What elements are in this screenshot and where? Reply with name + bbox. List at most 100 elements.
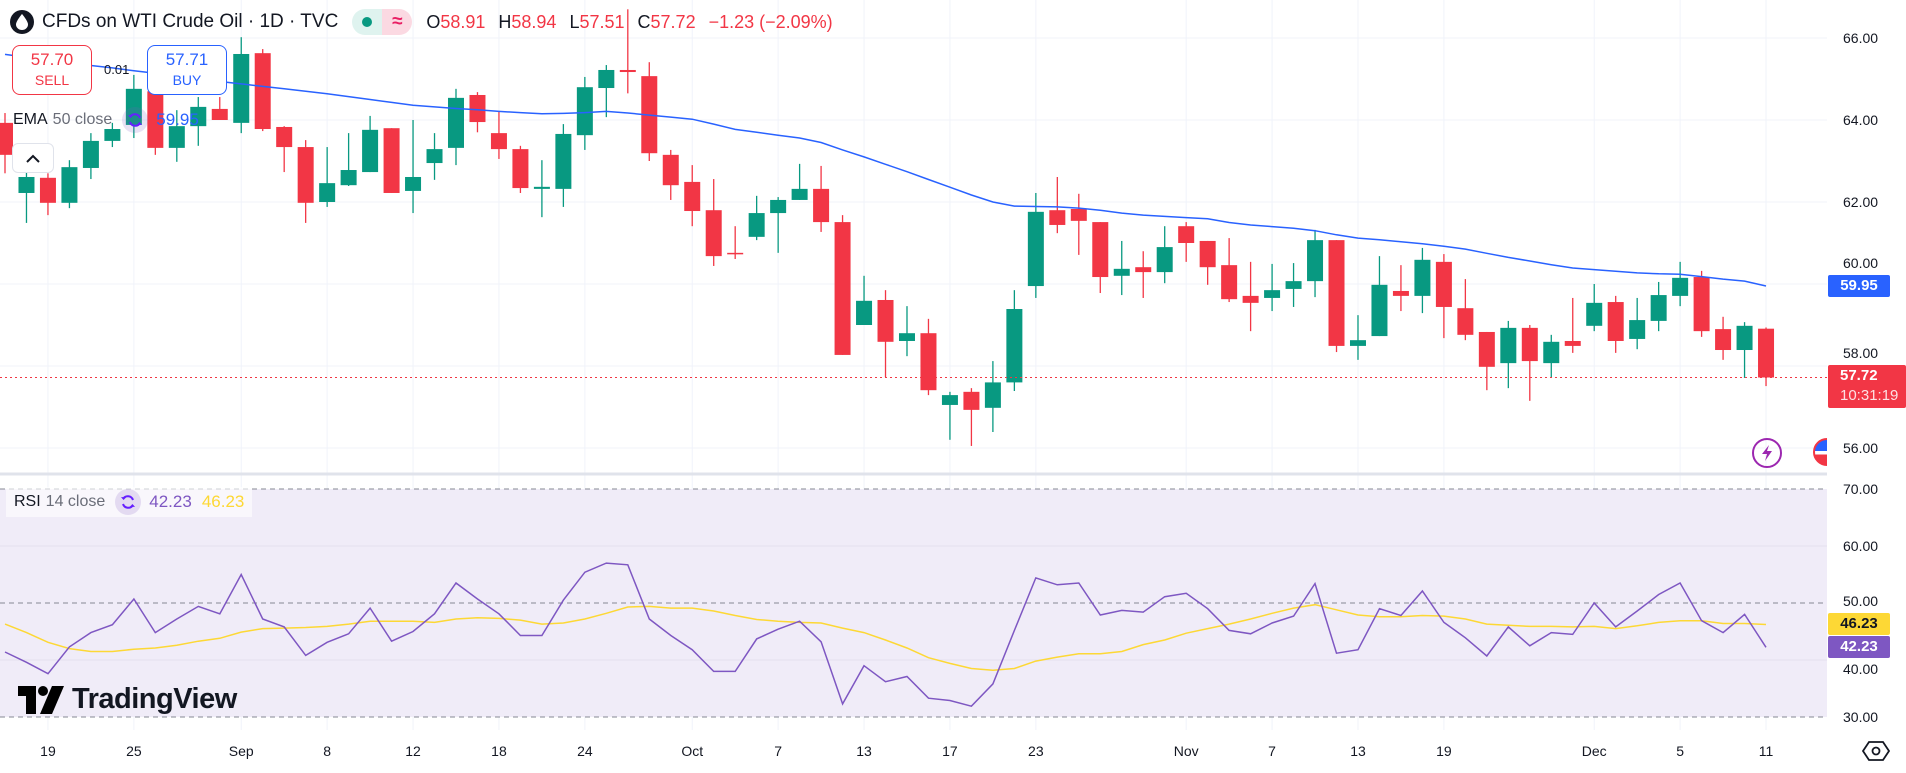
candle-body	[920, 333, 937, 391]
candle	[1607, 295, 1624, 353]
candle	[1457, 279, 1474, 341]
rsi-legend[interactable]: RSI 14 close 42.23 46.23	[6, 487, 253, 517]
collapse-legend-button[interactable]	[12, 143, 54, 173]
candle-body	[1371, 284, 1388, 337]
candle-body	[469, 94, 486, 123]
candle-body	[1736, 325, 1753, 351]
candle	[1693, 270, 1710, 337]
refresh-icon[interactable]	[115, 489, 142, 515]
candle	[984, 361, 1001, 433]
symbol-title[interactable]: CFDs on WTI Crude Oil · 1D · TVC	[42, 11, 339, 32]
ema-legend[interactable]: EMA 50 close 59.95	[13, 106, 199, 134]
candle-body	[18, 176, 35, 193]
candle	[362, 115, 379, 173]
candle-body	[340, 170, 357, 186]
time-tick-label: 18	[491, 743, 507, 759]
time-tick-label: 5	[1676, 743, 1684, 759]
candle	[447, 88, 464, 166]
candle-body	[447, 97, 464, 148]
candle-body	[877, 299, 894, 342]
price-tick-label: 62.00	[1843, 194, 1878, 210]
candle-body	[705, 210, 722, 257]
time-tick-label: 13	[856, 743, 872, 759]
candle	[791, 163, 808, 200]
candle	[211, 97, 228, 120]
candle-body	[82, 140, 99, 168]
refresh-icon[interactable]	[122, 107, 149, 133]
sell-button[interactable]: 57.70 SELL	[12, 45, 92, 95]
candle-body	[1672, 277, 1689, 296]
candle-body	[963, 391, 980, 410]
candle-body	[1264, 290, 1281, 298]
candle-body	[1349, 340, 1366, 346]
candle-body	[1414, 259, 1431, 296]
candle-body	[791, 188, 808, 200]
time-tick-label: 12	[405, 743, 421, 759]
candle	[1414, 247, 1431, 314]
candle	[1113, 240, 1130, 296]
candle	[1049, 176, 1066, 234]
candle	[405, 120, 422, 214]
candle	[254, 49, 271, 132]
last-price-value: 57.72	[1840, 367, 1878, 384]
candle	[941, 391, 958, 440]
spread-value: 0.01	[104, 62, 130, 77]
candle	[1564, 297, 1581, 353]
candle	[705, 179, 722, 266]
candle-body	[748, 213, 765, 237]
low-value: 57.51	[579, 11, 625, 32]
lightning-icon[interactable]	[1752, 438, 1782, 468]
time-axis-ticks[interactable]: 19 25 Sep 8 12 18 24 Oct 7 13 17 23 Nov 7 13 19 Dec 5 11	[40, 743, 1773, 759]
candle	[748, 195, 765, 241]
rsi-axis-ticks: 70.00 60.00 50.00 40.00 30.00	[1843, 481, 1878, 725]
market-status-pill[interactable]: ≈	[352, 9, 413, 35]
candle-body	[834, 222, 851, 355]
change-value: −1.23 (−2.09%)	[708, 11, 833, 32]
candle	[512, 145, 529, 193]
candle-body	[1156, 247, 1173, 273]
candle	[168, 110, 185, 162]
candle-body	[1199, 240, 1216, 268]
candle	[39, 173, 56, 216]
candle-body	[1221, 265, 1238, 300]
candle	[856, 275, 873, 325]
candle	[426, 133, 443, 180]
candle	[684, 165, 701, 227]
candle	[0, 113, 13, 174]
high-label: H	[498, 11, 512, 32]
candle	[233, 37, 250, 134]
candle	[1092, 222, 1109, 294]
candle-body	[233, 53, 250, 123]
tradingview-watermark[interactable]: TradingView	[18, 683, 237, 716]
candle-body	[168, 126, 185, 148]
candle-body	[856, 300, 873, 325]
candle	[963, 388, 980, 446]
rsi-tick-label: 30.00	[1843, 709, 1878, 725]
candle	[920, 318, 937, 396]
candle-body	[405, 176, 422, 191]
time-tick-label: 19	[40, 743, 56, 759]
candle-body	[1715, 329, 1732, 351]
price-tick-label: 66.00	[1843, 30, 1878, 46]
close-value: 57.72	[650, 11, 696, 32]
candle	[1221, 238, 1238, 303]
candle-body	[1113, 268, 1130, 276]
candle	[1715, 316, 1732, 360]
candle	[1070, 193, 1087, 255]
candle-body	[1521, 327, 1538, 362]
candle	[770, 197, 787, 253]
candle	[1328, 240, 1345, 353]
candle	[1027, 192, 1044, 298]
candle-body	[662, 154, 679, 186]
sell-label: SELL	[34, 72, 70, 88]
candle	[490, 110, 507, 159]
candle	[1650, 281, 1667, 332]
candle	[1178, 222, 1195, 262]
candle	[1672, 261, 1689, 307]
candle-body	[1307, 240, 1324, 282]
buy-button[interactable]: 57.71 BUY	[147, 45, 227, 95]
eye-icon[interactable]	[1861, 741, 1891, 766]
candle-body	[1586, 302, 1603, 326]
us-flag-icon[interactable]	[1813, 438, 1827, 468]
